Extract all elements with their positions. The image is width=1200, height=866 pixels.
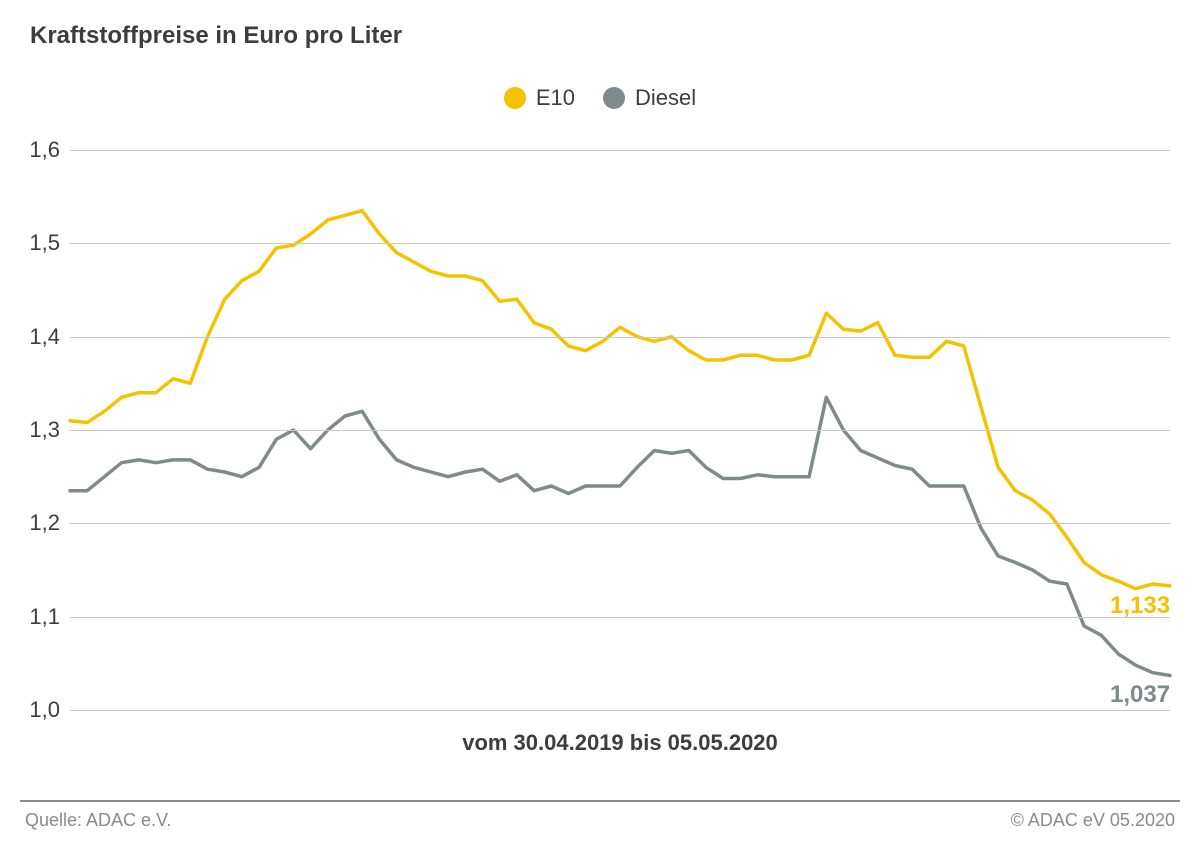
end-label-diesel: 1,037 — [1110, 681, 1170, 709]
ytick-label: 1,2 — [20, 510, 60, 536]
footer-source: Quelle: ADAC e.V. — [25, 810, 171, 831]
gridline — [70, 430, 1170, 431]
ytick-label: 1,4 — [20, 324, 60, 350]
gridline — [70, 150, 1170, 151]
gridline — [70, 523, 1170, 524]
end-label-e10: 1,133 — [1110, 592, 1170, 620]
legend-dot-diesel — [603, 87, 625, 109]
ytick-label: 1,0 — [20, 697, 60, 723]
gridline — [70, 337, 1170, 338]
line-diesel — [70, 397, 1170, 675]
gridline — [70, 710, 1170, 711]
line-e10 — [70, 211, 1170, 589]
legend-label-e10: E10 — [536, 85, 575, 111]
legend-dot-e10 — [504, 87, 526, 109]
gridline — [70, 617, 1170, 618]
chart-page: Kraftstoffpreise in Euro pro Liter E10 D… — [0, 0, 1200, 866]
legend-item-e10: E10 — [504, 85, 575, 111]
chart-title: Kraftstoffpreise in Euro pro Liter — [30, 22, 402, 50]
legend-item-diesel: Diesel — [603, 85, 696, 111]
plot-area: vom 30.04.2019 bis 05.05.2020 1,01,11,21… — [70, 150, 1170, 710]
x-axis-label: vom 30.04.2019 bis 05.05.2020 — [70, 730, 1170, 756]
ytick-label: 1,1 — [20, 604, 60, 630]
gridline — [70, 243, 1170, 244]
footer-copyright: © ADAC eV 05.2020 — [1011, 810, 1175, 831]
ytick-label: 1,3 — [20, 417, 60, 443]
legend-label-diesel: Diesel — [635, 85, 696, 111]
legend: E10 Diesel — [0, 85, 1200, 111]
footer-divider — [20, 800, 1180, 802]
ytick-label: 1,5 — [20, 230, 60, 256]
ytick-label: 1,6 — [20, 137, 60, 163]
